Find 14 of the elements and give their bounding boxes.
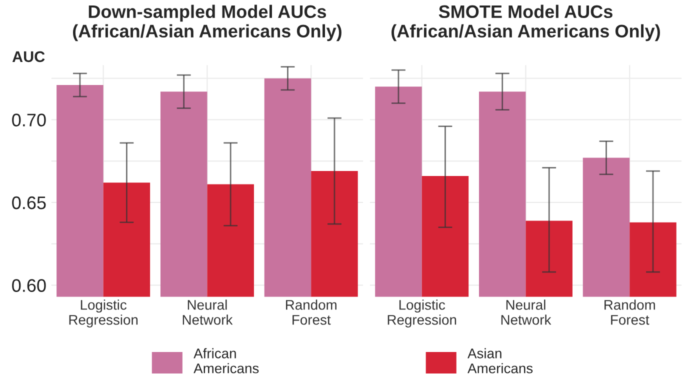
legend-label: African Americans <box>194 348 259 374</box>
x-tick-label: Neural Network <box>501 300 552 325</box>
y-tick-label: 0.65 <box>12 196 46 210</box>
legend-label: Asian Americans <box>468 348 533 374</box>
x-tick-label: Neural Network <box>182 300 233 325</box>
x-tick-label: Random Forest <box>286 300 336 325</box>
x-tick-label: Random Forest <box>604 300 655 325</box>
x-tick-label: Logistic Regression <box>69 300 138 328</box>
y-axis-title: AUC <box>12 51 45 62</box>
y-tick-label: 0.70 <box>12 114 46 126</box>
x-tick-label: Logistic Regression <box>388 300 456 328</box>
chart-title: Down-sampled Model AUCs (African/Asian Americans Only) <box>73 4 342 42</box>
chart-title: SMOTE Model AUCs (African/Asian Americans Only) <box>392 4 660 42</box>
y-tick-label: 0.60 <box>12 279 46 292</box>
